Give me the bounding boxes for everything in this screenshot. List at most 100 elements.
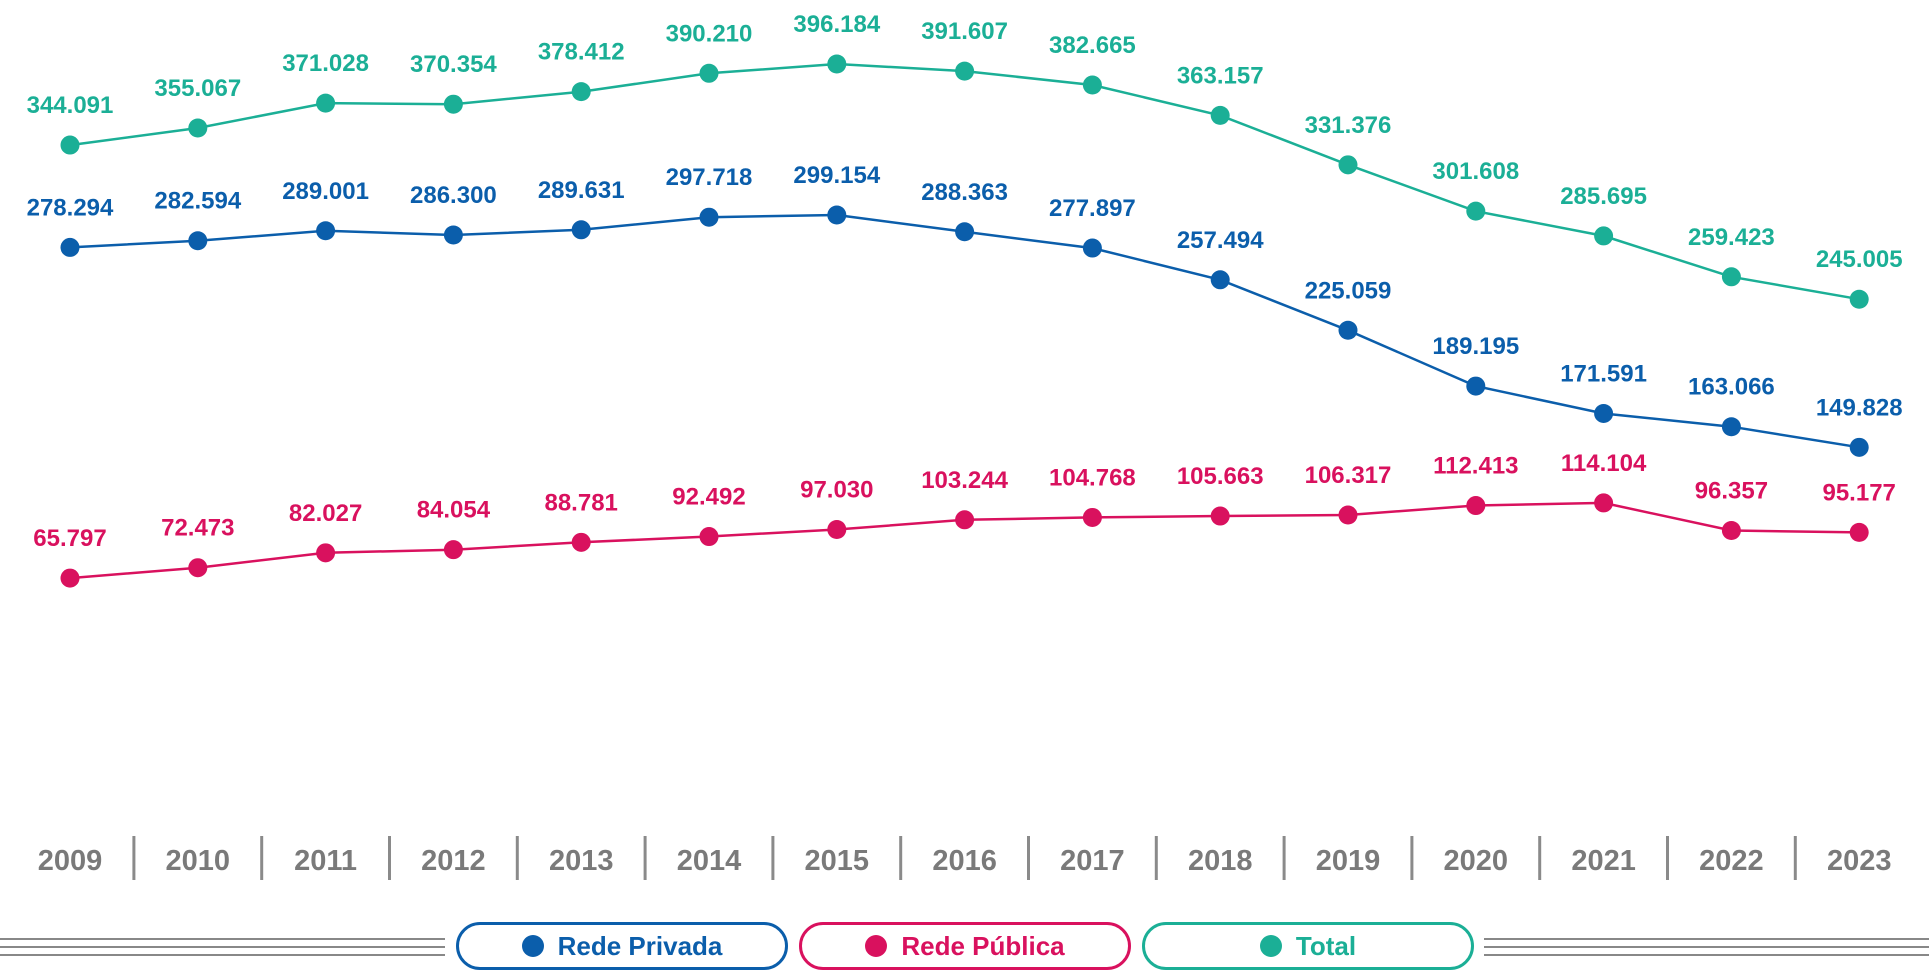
data-label-publica-2018: 105.663 [1177, 463, 1264, 490]
data-label-privada-2011: 289.001 [282, 178, 369, 205]
data-point-total-2022 [1721, 267, 1741, 287]
x-tick-label-2013: 2013 [549, 845, 614, 877]
data-label-total-2013: 378.412 [538, 39, 625, 66]
data-label-publica-2020: 112.413 [1433, 453, 1518, 480]
data-label-privada-2018: 257.494 [1177, 227, 1264, 254]
data-point-total-2015 [827, 54, 847, 74]
legend-rule-right-3 [1484, 954, 1929, 956]
data-point-total-2023 [1849, 289, 1869, 309]
data-label-privada-2019: 225.059 [1305, 277, 1392, 304]
data-point-publica-2012 [443, 540, 463, 560]
legend-rule-left-2 [0, 946, 445, 948]
data-label-privada-2016: 288.363 [921, 179, 1008, 206]
data-label-privada-2015: 299.154 [793, 162, 880, 189]
data-label-total-2022: 259.423 [1688, 224, 1775, 251]
data-point-total-2019 [1338, 155, 1358, 175]
data-point-total-2018 [1210, 105, 1230, 125]
data-point-privada-2014 [699, 207, 719, 227]
data-label-total-2021: 285.695 [1560, 183, 1647, 210]
data-point-publica-2016 [955, 510, 975, 530]
data-point-publica-2020 [1466, 496, 1486, 516]
data-point-privada-2016 [955, 222, 975, 242]
legend-item-total[interactable]: Total [1142, 922, 1474, 970]
legend-rule-right-1 [1484, 938, 1929, 940]
data-point-privada-2013 [571, 220, 591, 240]
legend-item-rede-publica[interactable]: Rede Pública [799, 922, 1131, 970]
data-label-publica-2014: 92.492 [672, 484, 745, 511]
data-point-privada-2011 [316, 221, 336, 241]
data-point-publica-2021 [1594, 493, 1614, 513]
data-point-publica-2023 [1849, 522, 1869, 542]
x-tick-label-2018: 2018 [1188, 845, 1253, 877]
data-point-total-2013 [571, 82, 591, 102]
legend-rule-left-3 [0, 954, 445, 956]
data-point-publica-2017 [1082, 507, 1102, 527]
data-point-publica-2022 [1721, 521, 1741, 541]
data-point-total-2017 [1082, 75, 1102, 95]
x-tick-label-2014: 2014 [677, 845, 742, 877]
data-point-privada-2017 [1082, 238, 1102, 258]
data-label-privada-2021: 171.591 [1560, 360, 1647, 387]
data-point-total-2009 [60, 135, 80, 155]
data-label-publica-2009: 65.797 [33, 525, 106, 552]
data-label-total-2019: 331.376 [1305, 112, 1392, 139]
x-tick-label-2022: 2022 [1699, 845, 1764, 877]
data-label-publica-2013: 88.781 [544, 489, 617, 516]
data-point-publica-2010 [188, 558, 208, 578]
data-point-publica-2015 [827, 519, 847, 539]
data-point-publica-2013 [571, 532, 591, 552]
x-tick-label-2012: 2012 [421, 845, 486, 877]
x-tick-label-2011: 2011 [294, 845, 357, 877]
data-label-publica-2021: 114.104 [1561, 450, 1647, 477]
data-point-total-2016 [955, 61, 975, 81]
data-point-privada-2020 [1466, 376, 1486, 396]
legend-label-rede-privada: Rede Privada [557, 930, 723, 961]
data-point-privada-2019 [1338, 320, 1358, 340]
x-tick-label-2021: 2021 [1571, 845, 1636, 877]
data-point-privada-2023 [1849, 437, 1869, 457]
data-point-privada-2009 [60, 237, 80, 257]
data-label-publica-2012: 84.054 [417, 497, 491, 524]
data-point-privada-2010 [188, 231, 208, 251]
x-tick-label-2023: 2023 [1827, 845, 1892, 877]
x-tick-label-2019: 2019 [1316, 845, 1381, 877]
x-tick-label-2009: 2009 [38, 845, 103, 877]
data-label-publica-2016: 103.244 [921, 467, 1008, 494]
data-label-total-2012: 370.354 [410, 51, 497, 78]
data-label-privada-2023: 149.828 [1816, 394, 1903, 421]
data-point-privada-2022 [1721, 417, 1741, 437]
data-label-total-2009: 344.091 [27, 92, 114, 119]
data-label-total-2014: 390.210 [666, 20, 753, 47]
x-tick-label-2010: 2010 [166, 845, 231, 877]
data-label-publica-2010: 72.473 [161, 515, 234, 542]
data-label-privada-2014: 297.718 [666, 164, 753, 191]
legend-rule-left-1 [0, 938, 445, 940]
data-label-total-2017: 382.665 [1049, 32, 1136, 59]
data-point-publica-2019 [1338, 505, 1358, 525]
data-point-total-2011 [316, 93, 336, 113]
data-point-publica-2014 [699, 527, 719, 547]
data-label-publica-2011: 82.027 [289, 500, 362, 527]
legend-dot-rede-publica [865, 935, 888, 957]
data-point-privada-2018 [1210, 270, 1230, 290]
data-point-total-2021 [1594, 226, 1614, 246]
legend-rule-right-2 [1484, 946, 1929, 948]
data-label-total-2023: 245.005 [1816, 246, 1903, 273]
data-label-privada-2022: 163.066 [1688, 374, 1775, 401]
legend-dot-total [1259, 935, 1282, 957]
x-tick-label-2017: 2017 [1060, 845, 1125, 877]
data-label-privada-2012: 286.300 [410, 182, 497, 209]
series-line-privada [69, 213, 1860, 449]
data-point-total-2020 [1466, 201, 1486, 221]
data-point-publica-2009 [60, 568, 80, 588]
legend-label-total: Total [1295, 930, 1357, 961]
data-label-publica-2022: 96.357 [1695, 478, 1768, 505]
data-label-total-2020: 301.608 [1432, 158, 1519, 185]
data-label-total-2010: 355.067 [154, 75, 241, 102]
legend-dot-rede-privada [521, 935, 544, 957]
data-label-publica-2023: 95.177 [1822, 479, 1895, 506]
data-point-total-2012 [443, 94, 463, 114]
x-tick-label-2020: 2020 [1444, 845, 1509, 877]
legend-item-rede-privada[interactable]: Rede Privada [456, 922, 788, 970]
data-label-publica-2015: 97.030 [800, 476, 873, 503]
